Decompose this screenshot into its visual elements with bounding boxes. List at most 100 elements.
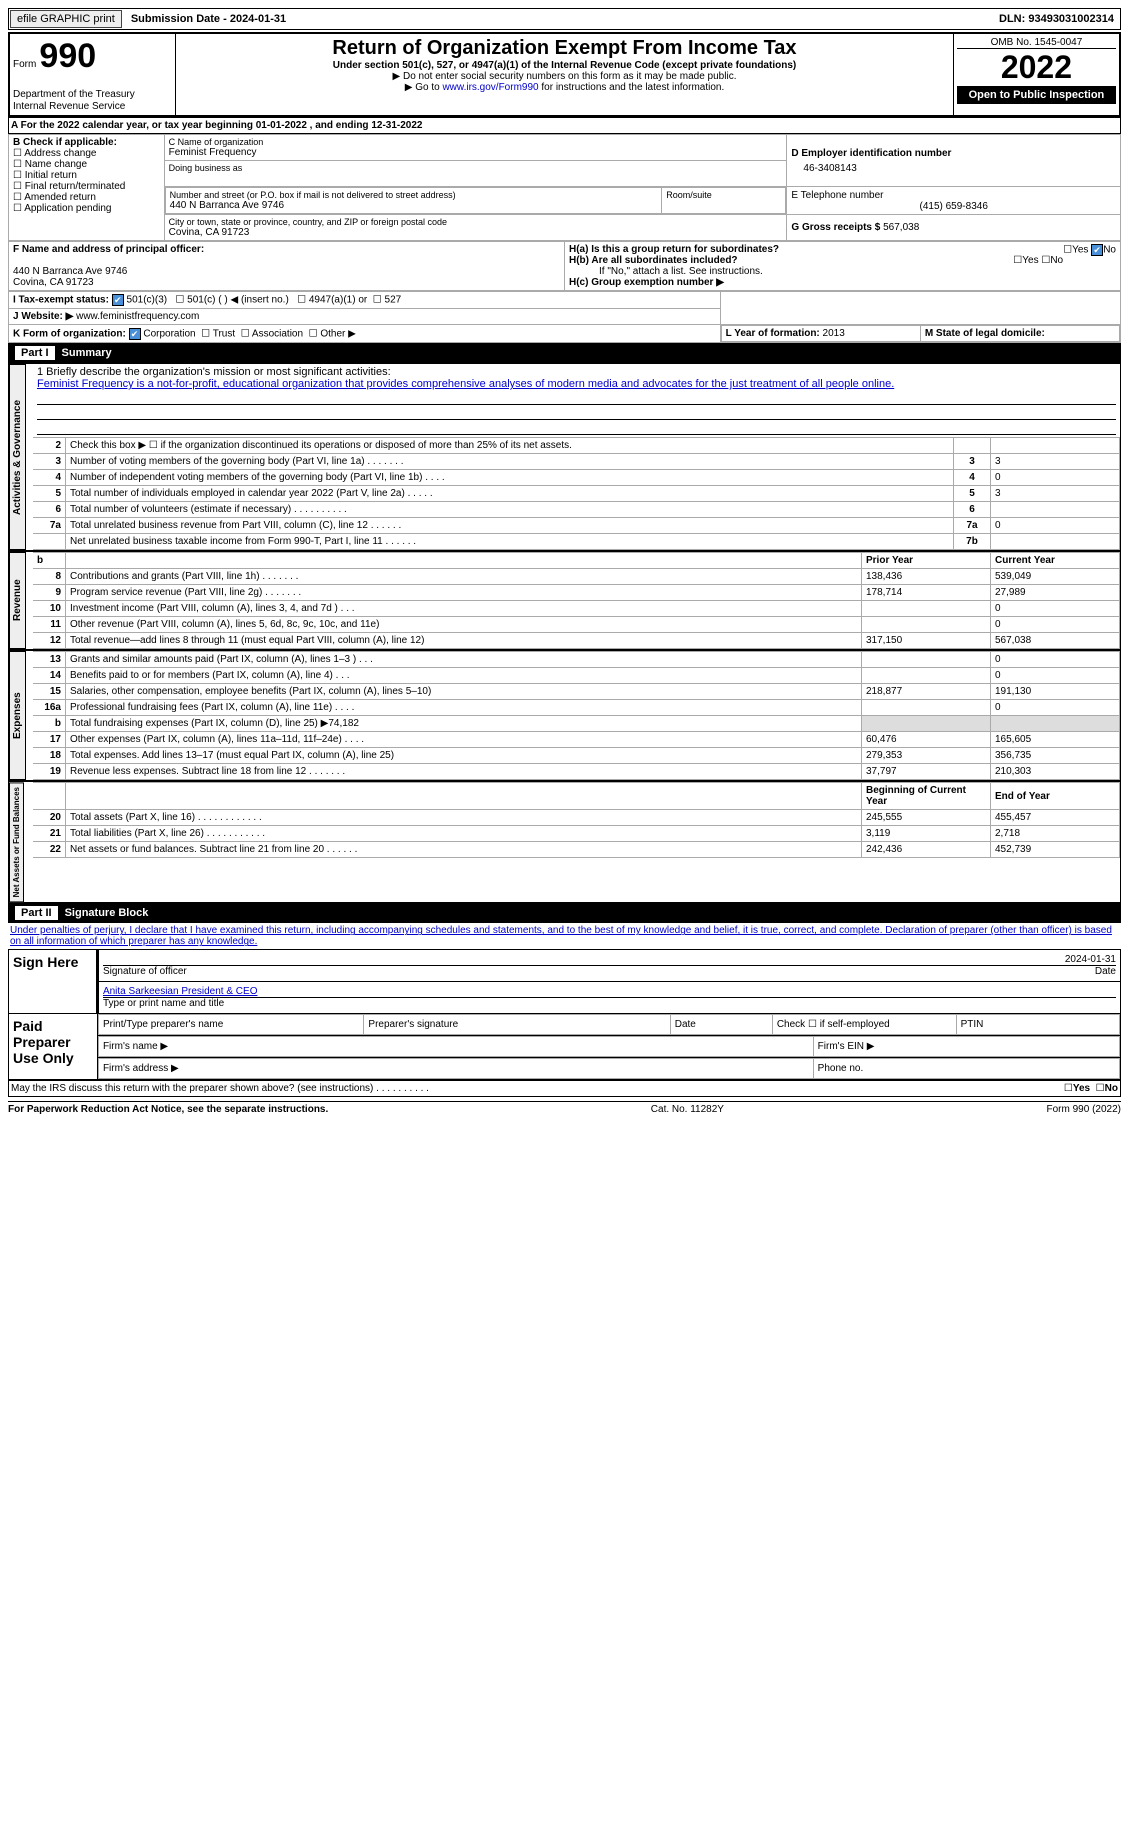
discuss-yes[interactable]: Yes xyxy=(1073,1083,1090,1094)
firm-name-label: Firm's name ▶ xyxy=(98,1037,813,1057)
efile-print-button[interactable]: efile GRAPHIC print xyxy=(10,10,122,28)
check-amended[interactable]: ☐ Amended return xyxy=(13,192,160,203)
part2-title: Signature Block xyxy=(65,907,149,919)
form-note-link: ▶ Go to www.irs.gov/Form990 for instruct… xyxy=(179,82,950,93)
form-note-ssn: ▶ Do not enter social security numbers o… xyxy=(179,71,950,82)
dept-treasury: Department of the Treasury xyxy=(13,89,135,100)
form-org-label: K Form of organization: xyxy=(13,328,126,339)
hc-label: H(c) Group exemption number ▶ xyxy=(569,277,1116,288)
check-name-change[interactable]: ☐ Name change xyxy=(13,159,160,170)
irs-link[interactable]: www.irs.gov/Form990 xyxy=(442,82,538,93)
part2-label: Part II xyxy=(14,905,59,921)
sig-officer-label: Signature of officer xyxy=(103,966,187,977)
table-row: 11Other revenue (Part VIII, column (A), … xyxy=(33,617,1120,633)
irs-label: Internal Revenue Service xyxy=(13,101,125,112)
table-row: bTotal fundraising expenses (Part IX, co… xyxy=(33,716,1120,732)
gross-label: G Gross receipts $ xyxy=(791,222,880,233)
table-row: 9Program service revenue (Part VIII, lin… xyxy=(33,585,1120,601)
opt-501c[interactable]: 501(c) ( ) ◀ (insert no.) xyxy=(187,295,289,306)
ha-no-check[interactable]: ✔ xyxy=(1091,244,1103,256)
footer-cat: Cat. No. 11282Y xyxy=(651,1104,724,1115)
note-prefix: ▶ Go to xyxy=(405,82,443,93)
officer-name: Anita Sarkeesian President & CEO xyxy=(103,986,1116,998)
street-label: Number and street (or P.O. box if mail i… xyxy=(170,190,658,200)
table-row: 17Other expenses (Part IX, column (A), l… xyxy=(33,732,1120,748)
table-row: 10Investment income (Part VIII, column (… xyxy=(33,601,1120,617)
ha-yes[interactable]: Yes xyxy=(1072,245,1088,256)
form-title: Return of Organization Exempt From Incom… xyxy=(179,37,950,60)
part1-label: Part I xyxy=(14,345,56,361)
opt-other[interactable]: Other ▶ xyxy=(320,328,355,339)
opt-assoc[interactable]: Association xyxy=(252,328,303,339)
identity-block: B Check if applicable: ☐ Address change … xyxy=(8,134,1121,241)
side-netassets: Net Assets or Fund Balances xyxy=(9,782,24,902)
firm-addr-label: Firm's address ▶ xyxy=(98,1059,813,1079)
check-address-change[interactable]: ☐ Address change xyxy=(13,148,160,159)
discuss-no[interactable]: No xyxy=(1105,1083,1118,1094)
revenue-section: Revenue b Prior Year Current Year 8Contr… xyxy=(8,551,1121,650)
mission-label: 1 Briefly describe the organization's mi… xyxy=(37,366,1116,378)
check-initial-return[interactable]: ☐ Initial return xyxy=(13,170,160,181)
footer-left: For Paperwork Reduction Act Notice, see … xyxy=(8,1104,328,1115)
opt-trust[interactable]: Trust xyxy=(213,328,235,339)
opt-4947[interactable]: 4947(a)(1) or xyxy=(309,295,367,306)
mission-text[interactable]: Feminist Frequency is a not-for-profit, … xyxy=(37,378,1116,390)
hb-no[interactable]: No xyxy=(1050,255,1063,266)
netassets-table: Beginning of Current Year End of Year 20… xyxy=(33,782,1120,858)
end-year-header: End of Year xyxy=(991,783,1120,810)
form-prefix: Form xyxy=(13,59,36,70)
check-501c3[interactable]: ✔ xyxy=(112,294,124,306)
hb-note: If "No," attach a list. See instructions… xyxy=(569,266,1116,277)
hb-yes[interactable]: Yes xyxy=(1022,255,1038,266)
phone-no-label: Phone no. xyxy=(813,1059,1119,1079)
prior-year-header: Prior Year xyxy=(862,553,991,569)
table-row: Net unrelated business taxable income fr… xyxy=(33,534,1120,550)
website-label: J Website: ▶ xyxy=(13,311,73,322)
revenue-table: b Prior Year Current Year 8Contributions… xyxy=(33,552,1120,649)
table-row: 7aTotal unrelated business revenue from … xyxy=(33,518,1120,534)
part2-header: Part II Signature Block xyxy=(8,903,1121,923)
form-subtitle: Under section 501(c), 527, or 4947(a)(1)… xyxy=(179,60,950,71)
opt-corp: Corporation xyxy=(143,328,195,339)
signature-table: Sign Here 2024-01-31 Signature of office… xyxy=(8,949,1121,1080)
ptin-label: PTIN xyxy=(956,1015,1119,1035)
table-row: 19Revenue less expenses. Subtract line 1… xyxy=(33,764,1120,780)
self-employed-check[interactable]: Check ☐ if self-employed xyxy=(772,1015,956,1035)
public-inspection: Open to Public Inspection xyxy=(957,86,1116,104)
tax-status-label: I Tax-exempt status: xyxy=(13,295,109,306)
table-row: 6Total number of volunteers (estimate if… xyxy=(33,502,1120,518)
ein-label: D Employer identification number xyxy=(791,148,1116,159)
state-domicile-label: M State of legal domicile: xyxy=(925,328,1045,339)
netassets-section: Net Assets or Fund Balances Beginning of… xyxy=(8,781,1121,903)
city-value: Covina, CA 91723 xyxy=(169,227,783,238)
phone-label: E Telephone number xyxy=(791,190,1116,201)
check-app-pending[interactable]: ☐ Application pending xyxy=(13,203,160,214)
year-formation-label: L Year of formation: xyxy=(726,328,820,339)
street-value: 440 N Barranca Ave 9746 xyxy=(170,200,658,211)
part1-title: Summary xyxy=(62,347,112,359)
table-row: 8Contributions and grants (Part VIII, li… xyxy=(33,569,1120,585)
check-corp[interactable]: ✔ xyxy=(129,328,141,340)
officer-label: F Name and address of principal officer: xyxy=(13,244,560,255)
tax-year: 2022 xyxy=(957,49,1116,86)
table-row: 16aProfessional fundraising fees (Part I… xyxy=(33,700,1120,716)
opt-527[interactable]: 527 xyxy=(385,295,402,306)
status-block: I Tax-exempt status: ✔ 501(c)(3) ☐ 501(c… xyxy=(8,291,1121,343)
begin-year-header: Beginning of Current Year xyxy=(862,783,991,810)
dba-label: Doing business as xyxy=(169,163,783,173)
dln-value: 93493031002314 xyxy=(1028,13,1114,25)
table-row: 15Salaries, other compensation, employee… xyxy=(33,684,1120,700)
discuss-label: May the IRS discuss this return with the… xyxy=(11,1083,429,1094)
check-final-return[interactable]: ☐ Final return/terminated xyxy=(13,181,160,192)
table-row: 20Total assets (Part X, line 16) . . . .… xyxy=(33,810,1120,826)
officer-name-label: Type or print name and title xyxy=(103,998,1116,1009)
gross-value: 567,038 xyxy=(883,222,919,233)
ein-value: 46-3408143 xyxy=(791,159,1116,174)
table-row: 22Net assets or fund balances. Subtract … xyxy=(33,842,1120,858)
officer-addr1: 440 N Barranca Ave 9746 xyxy=(13,266,560,277)
governance-table: 2Check this box ▶ ☐ if the organization … xyxy=(33,437,1120,550)
table-row: 4Number of independent voting members of… xyxy=(33,470,1120,486)
side-revenue: Revenue xyxy=(9,552,26,649)
table-row: 14Benefits paid to or for members (Part … xyxy=(33,668,1120,684)
footer: For Paperwork Reduction Act Notice, see … xyxy=(8,1101,1121,1115)
